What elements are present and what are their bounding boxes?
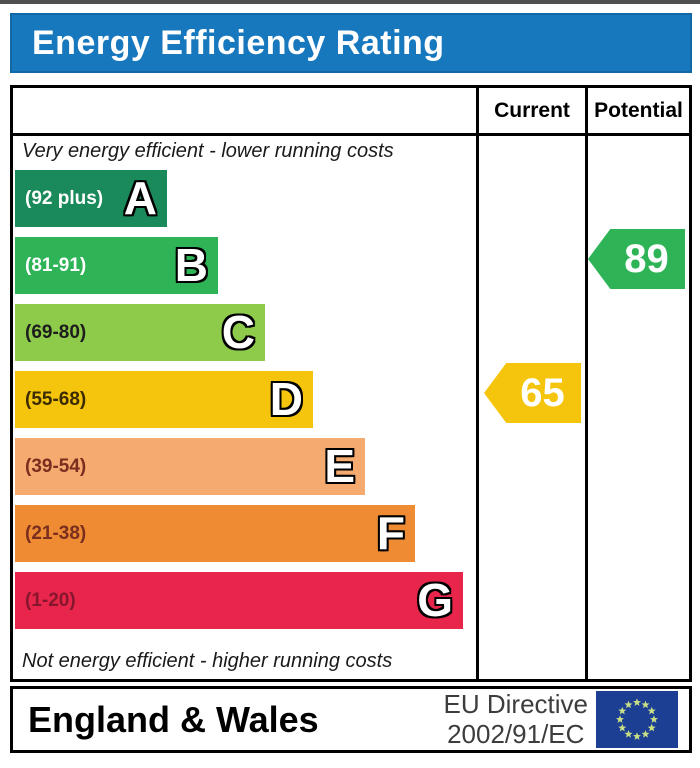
- band-letter: B: [174, 238, 208, 291]
- band-letter: D: [269, 372, 303, 425]
- potential-rating-value: 89: [624, 237, 669, 281]
- band-letter: G: [417, 573, 453, 626]
- band-range-label: (21-38): [25, 522, 87, 544]
- eu-flag-icon: [596, 691, 678, 748]
- band-bar-d: (55-68) D: [15, 371, 313, 428]
- current-rating-column: 65: [476, 136, 585, 679]
- eu-directive-label: EU Directive 2002/91/EC: [444, 690, 588, 748]
- band-row-c: (69-80) C: [15, 304, 476, 361]
- table-body: Very energy efficient - lower running co…: [13, 136, 689, 679]
- eu-directive-line1: EU Directive: [443, 689, 588, 720]
- band-letter: E: [324, 439, 355, 492]
- footer-bar: England & Wales EU Directive 2002/91/EC: [10, 686, 692, 753]
- band-bar-c: (69-80) C: [15, 304, 265, 361]
- current-rating-value: 65: [520, 371, 565, 415]
- band-bar-f: (21-38) F: [15, 505, 415, 562]
- potential-column-header: Potential: [585, 88, 689, 133]
- bands: (92 plus) A (81-91) B (69-80) C (55-68) D (39-54…: [13, 170, 476, 629]
- band-bar-b: (81-91) B: [15, 237, 218, 294]
- top-edge-strip: [0, 0, 700, 4]
- potential-rating-column: 89: [585, 136, 689, 679]
- page-title: Energy Efficiency Rating: [32, 23, 445, 62]
- band-row-f: (21-38) F: [15, 505, 476, 562]
- rating-table: Current Potential Very energy efficient …: [10, 85, 692, 682]
- title-bar: Energy Efficiency Rating: [10, 13, 692, 73]
- band-range-label: (69-80): [25, 321, 87, 343]
- band-range-label: (81-91): [25, 254, 87, 276]
- band-range-label: (39-54): [25, 455, 87, 477]
- band-row-d: (55-68) D: [15, 371, 476, 428]
- current-rating-arrow: 65: [484, 363, 581, 423]
- band-row-e: (39-54) E: [15, 438, 476, 495]
- band-bar-g: (1-20) G: [15, 572, 463, 629]
- band-range-label: (92 plus): [25, 187, 104, 209]
- top-caption: Very energy efficient - lower running co…: [22, 140, 394, 162]
- band-range-label: (1-20): [25, 589, 76, 611]
- region-label: England & Wales: [28, 698, 319, 740]
- bottom-caption: Not energy efficient - higher running co…: [22, 650, 393, 672]
- band-row-b: (81-91) B: [15, 237, 476, 294]
- band-bar-a: (92 plus) A: [15, 170, 167, 227]
- band-bar-e: (39-54) E: [15, 438, 365, 495]
- header-spacer-cell: [13, 88, 476, 133]
- eu-directive-line2: 2002/91/EC: [447, 718, 585, 749]
- table-header-row: Current Potential: [13, 88, 689, 136]
- band-range-label: (55-68): [25, 388, 87, 410]
- band-letter: F: [376, 506, 405, 559]
- band-letter: A: [123, 171, 157, 224]
- bands-column: Very energy efficient - lower running co…: [13, 136, 476, 679]
- current-column-header: Current: [476, 88, 585, 133]
- potential-rating-arrow: 89: [588, 229, 685, 289]
- band-row-a: (92 plus) A: [15, 170, 476, 227]
- band-letter: C: [221, 305, 255, 358]
- band-row-g: (1-20) G: [15, 572, 476, 629]
